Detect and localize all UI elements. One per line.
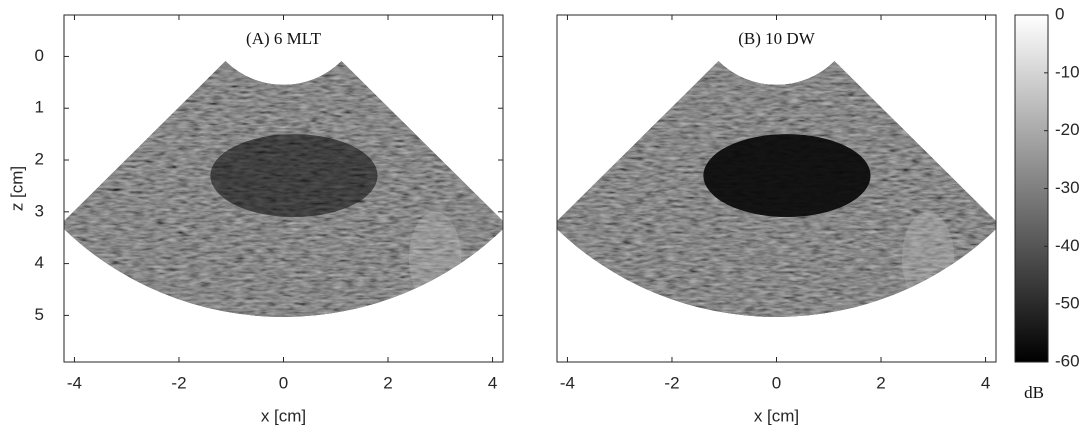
colorbar-tick-label: -50 (1055, 294, 1080, 313)
colorbar (1014, 14, 1049, 363)
x-tick-label: 2 (876, 373, 885, 392)
y-tick-label: 1 (35, 98, 44, 117)
x-axis-label: x [cm] (754, 406, 799, 425)
x-tick-label: 4 (981, 373, 990, 392)
panel-title: (B) 10 DW (738, 29, 815, 48)
bright-region (408, 211, 462, 306)
panel-title: (A) 6 MLT (246, 29, 322, 48)
x-tick-label: 4 (488, 373, 497, 392)
colorbar-tick-label: -10 (1055, 62, 1080, 81)
y-tick-label: 3 (35, 201, 44, 220)
x-tick-label: 0 (279, 373, 288, 392)
x-tick-label: -4 (560, 373, 575, 392)
bright-region (901, 211, 955, 306)
y-tick-label: 5 (35, 305, 44, 324)
colorbar-tick-label: 0 (1055, 4, 1064, 23)
dark-region (210, 134, 378, 217)
colorbar-tick-label: -20 (1055, 120, 1080, 139)
x-axis-label: x [cm] (261, 406, 306, 425)
ultrasound-image (64, 61, 503, 317)
y-axis-label: z [cm] (7, 166, 26, 211)
y-tick-label: 0 (35, 46, 44, 65)
y-tick-label: 2 (35, 149, 44, 168)
colorbar-label: dB (1024, 383, 1044, 402)
colorbar-tick-label: -30 (1055, 178, 1080, 197)
x-tick-label: 0 (772, 373, 781, 392)
x-tick-label: -2 (664, 373, 679, 392)
x-tick-label: 2 (383, 373, 392, 392)
dark-region (703, 134, 871, 217)
colorbar-tick-label: -40 (1055, 236, 1080, 255)
x-tick-label: -4 (67, 373, 82, 392)
x-tick-label: -2 (171, 373, 186, 392)
colorbar-tick-label: -60 (1055, 351, 1080, 370)
y-tick-label: 4 (35, 253, 44, 272)
ultrasound-image (557, 61, 996, 317)
